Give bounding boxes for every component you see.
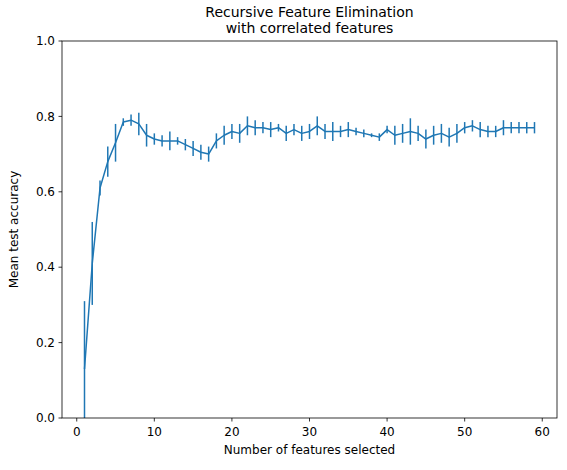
tick-label: 0.8 <box>36 110 55 124</box>
title-line: Recursive Feature Elimination <box>205 4 413 20</box>
tick <box>59 116 63 117</box>
tick <box>76 418 77 422</box>
chart: 0.0 0.2 0.4 0.6 0.8 1.0 0 10 20 30 40 50 60 Number of… <box>0 0 567 470</box>
tick-label: 0.6 <box>36 185 55 199</box>
line <box>85 120 535 369</box>
tick <box>59 41 63 42</box>
tick <box>59 418 63 419</box>
title-line: with correlated features <box>226 20 394 36</box>
tick-label: 30 <box>302 425 317 439</box>
tick-label: 0 <box>73 425 81 439</box>
tick-label: 50 <box>457 425 472 439</box>
tick-label: 0.4 <box>36 260 55 274</box>
background <box>0 0 567 470</box>
tick <box>464 418 465 422</box>
tick <box>59 342 63 343</box>
tick <box>154 418 155 422</box>
axes-frame <box>62 41 557 418</box>
tick <box>387 418 388 422</box>
x-axis-label: Number of features selected <box>224 443 395 457</box>
tick-label: 20 <box>224 425 239 439</box>
y-axis-label: Mean test accuracy <box>7 171 21 289</box>
title: Recursive Feature Eliminationwith correl… <box>205 4 413 36</box>
tick <box>309 418 310 422</box>
tick-label: 0.2 <box>36 336 55 350</box>
tick-label: 0.0 <box>36 411 55 425</box>
tick-label: 1.0 <box>36 34 55 48</box>
tick <box>59 267 63 268</box>
tick <box>231 418 232 422</box>
tick-label: 10 <box>147 425 162 439</box>
tick-label: 60 <box>535 425 550 439</box>
plot-area <box>85 113 535 418</box>
tick <box>542 418 543 422</box>
tick <box>59 191 63 192</box>
tick-label: 40 <box>379 425 394 439</box>
